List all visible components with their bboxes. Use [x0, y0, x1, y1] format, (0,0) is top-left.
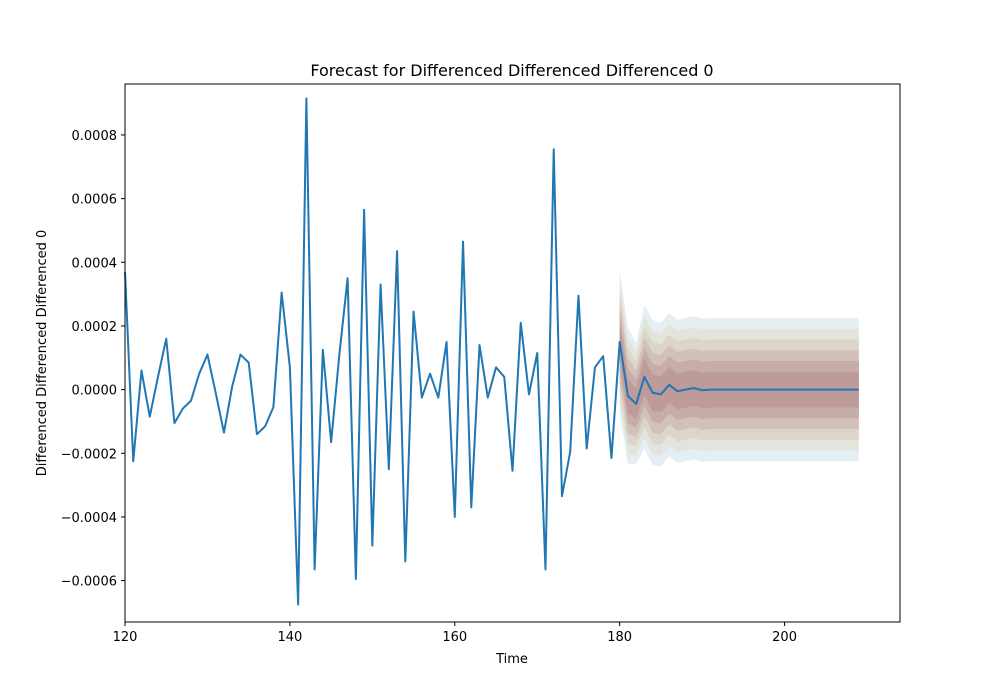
chart-title: Forecast for Differenced Differenced Dif… — [310, 61, 713, 80]
series-group — [124, 97, 859, 606]
y-tick-label: 0.0008 — [72, 129, 118, 144]
y-tick-label: −0.0006 — [61, 575, 117, 590]
x-axis-label: Time — [495, 652, 528, 667]
x-tick-label: 180 — [607, 630, 632, 645]
x-axis-ticks: 120 140 160 180 200 — [113, 622, 797, 645]
x-tick-label: 140 — [277, 630, 302, 645]
x-tick-label: 160 — [442, 630, 467, 645]
y-tick-label: 0.0000 — [72, 384, 118, 399]
y-axis-label: Differenced Differenced Differenced 0 — [35, 230, 50, 476]
x-tick-label: 200 — [772, 630, 797, 645]
y-tick-label: 0.0006 — [72, 193, 118, 208]
y-axis-ticks: −0.0006 −0.0004 −0.0002 0.0000 0.0002 0.0004 0… — [61, 129, 125, 590]
plot-frame — [124, 83, 901, 623]
y-tick-label: 0.0004 — [72, 256, 118, 271]
y-tick-label: 0.0002 — [72, 320, 118, 335]
y-tick-label: −0.0002 — [61, 447, 117, 462]
y-tick-label: −0.0004 — [61, 511, 117, 526]
x-tick-label: 120 — [113, 630, 138, 645]
series-line-0 — [124, 97, 859, 606]
forecast-band-5 — [619, 323, 859, 420]
forecast-bands — [619, 270, 859, 467]
